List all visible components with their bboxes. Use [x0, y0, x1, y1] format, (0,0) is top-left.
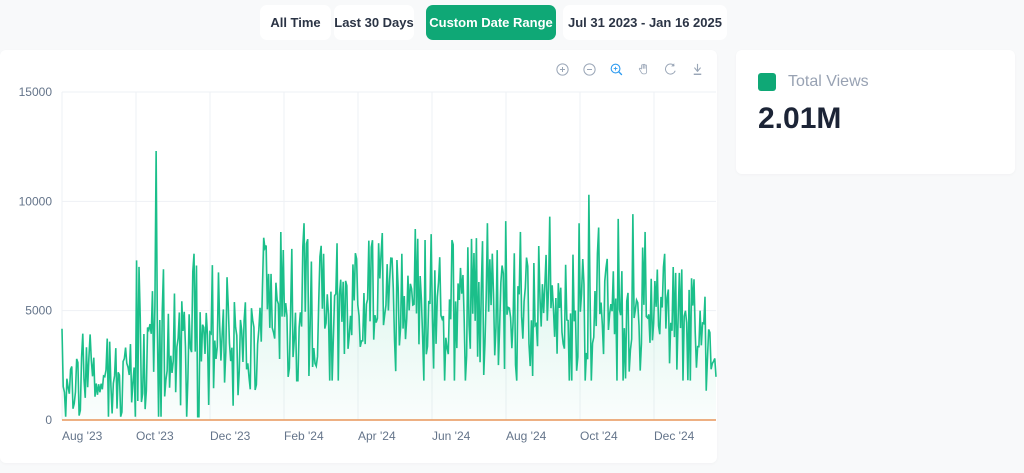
svg-text:10000: 10000 — [19, 194, 53, 208]
svg-text:Apr '24: Apr '24 — [358, 429, 396, 443]
svg-text:Oct '24: Oct '24 — [580, 429, 618, 443]
svg-text:Aug '24: Aug '24 — [506, 429, 547, 443]
svg-text:Oct '23: Oct '23 — [136, 429, 174, 443]
svg-text:Feb '24: Feb '24 — [284, 429, 324, 443]
svg-text:Aug '23: Aug '23 — [62, 429, 103, 443]
svg-text:Dec '23: Dec '23 — [210, 429, 251, 443]
svg-text:0: 0 — [45, 413, 52, 427]
svg-text:Jun '24: Jun '24 — [432, 429, 471, 443]
svg-text:5000: 5000 — [25, 304, 52, 318]
svg-text:15000: 15000 — [19, 85, 53, 99]
svg-text:Dec '24: Dec '24 — [654, 429, 695, 443]
